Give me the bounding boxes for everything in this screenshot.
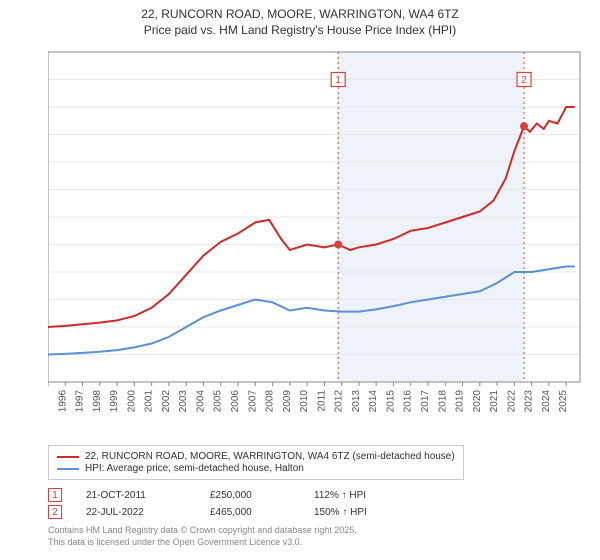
x-tick-label: 2010 <box>299 390 310 413</box>
legend-row: 22, RUNCORN ROAD, MOORE, WARRINGTON, WA4… <box>57 451 455 462</box>
sales-table: 1 21-OCT-2011 £250,000 112% ↑ HPI 2 22-JUL-20… <box>48 488 588 519</box>
sale-point <box>334 241 342 249</box>
x-tick-label: 2014 <box>368 390 379 413</box>
sale-marker-number: 1 <box>335 75 341 86</box>
sale-date: 22-JUL-2022 <box>86 507 186 518</box>
x-tick-label: 2023 <box>524 390 535 413</box>
sale-hpi: 150% ↑ HPI <box>314 507 394 518</box>
x-tick-label: 2009 <box>282 390 293 413</box>
legend-swatch <box>57 468 79 470</box>
attribution: Contains HM Land Registry data © Crown c… <box>48 525 588 548</box>
x-tick-label: 2013 <box>351 390 362 413</box>
x-tick-label: 2012 <box>334 390 345 413</box>
legend-label: 22, RUNCORN ROAD, MOORE, WARRINGTON, WA4… <box>85 451 455 462</box>
x-tick-label: 2017 <box>420 390 431 413</box>
legend-label: HPI: Average price, semi-detached house,… <box>85 463 304 474</box>
x-tick-label: 2015 <box>385 390 396 413</box>
attribution-line-2: This data is licensed under the Open Gov… <box>48 537 588 549</box>
legend-box: 22, RUNCORN ROAD, MOORE, WARRINGTON, WA4… <box>48 445 464 480</box>
x-tick-label: 2019 <box>455 390 466 413</box>
x-tick-label: 2003 <box>178 390 189 413</box>
x-tick-label: 1997 <box>75 390 86 413</box>
x-tick-label: 2021 <box>489 390 500 413</box>
sale-row-marker: 1 <box>48 488 62 502</box>
sale-date: 21-OCT-2011 <box>86 490 186 501</box>
x-tick-label: 2005 <box>213 390 224 413</box>
chart: £0£50K£100K£150K£200K£250K£300K£350K£400… <box>48 44 588 424</box>
sale-row: 2 22-JUL-2022 £465,000 150% ↑ HPI <box>48 505 588 519</box>
x-tick-label: 2016 <box>403 390 414 413</box>
x-tick-label: 2007 <box>247 390 258 413</box>
x-tick-label: 2024 <box>541 390 552 413</box>
title-line-2: Price paid vs. HM Land Registry's House … <box>0 22 600 38</box>
x-tick-label: 2002 <box>161 390 172 413</box>
x-tick-label: 2025 <box>558 390 569 413</box>
x-tick-label: 1996 <box>57 390 68 413</box>
title-line-1: 22, RUNCORN ROAD, MOORE, WARRINGTON, WA4… <box>0 6 600 22</box>
x-tick-label: 2004 <box>195 390 206 413</box>
x-tick-label: 2011 <box>316 390 327 412</box>
sale-hpi: 112% ↑ HPI <box>314 490 394 501</box>
x-tick-label: 2000 <box>126 390 137 413</box>
x-tick-label: 1999 <box>109 390 120 413</box>
legend-swatch <box>57 456 79 458</box>
attribution-line-1: Contains HM Land Registry data © Crown c… <box>48 525 588 537</box>
legend-row: HPI: Average price, semi-detached house,… <box>57 463 455 474</box>
x-tick-label: 2020 <box>472 390 483 413</box>
chart-title: 22, RUNCORN ROAD, MOORE, WARRINGTON, WA4… <box>0 0 600 38</box>
x-tick-label: 2008 <box>265 390 276 413</box>
sale-row-marker: 2 <box>48 505 62 519</box>
x-tick-label: 2022 <box>506 390 517 413</box>
x-tick-label: 2006 <box>230 390 241 413</box>
x-tick-label: 1995 <box>48 390 51 413</box>
chart-svg: £0£50K£100K£150K£200K£250K£300K£350K£400… <box>48 44 588 424</box>
x-tick-label: 2018 <box>437 390 448 413</box>
sale-point <box>520 122 528 130</box>
sale-row: 1 21-OCT-2011 £250,000 112% ↑ HPI <box>48 488 588 502</box>
x-tick-label: 2001 <box>144 390 155 413</box>
sale-price: £250,000 <box>210 490 290 501</box>
sale-marker-number: 2 <box>521 75 527 86</box>
legend-and-footer: 22, RUNCORN ROAD, MOORE, WARRINGTON, WA4… <box>48 445 588 548</box>
x-tick-label: 1998 <box>92 390 103 413</box>
sale-price: £465,000 <box>210 507 290 518</box>
